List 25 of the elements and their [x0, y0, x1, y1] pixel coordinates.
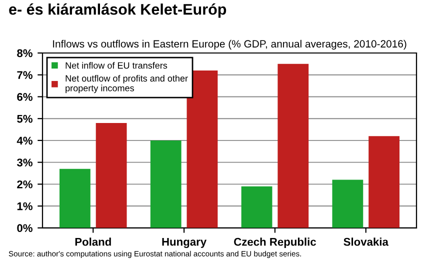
bar [332, 180, 364, 228]
y-tick-label: 3% [16, 158, 32, 166]
y-tick-label: 1% [17, 202, 32, 210]
y-tick-label: 2% [17, 180, 32, 188]
y-tick-label: 5% [17, 114, 32, 123]
x-tick-label: Hungary [162, 238, 207, 248]
legend-label: Net outflow of profits and other property incomes [66, 74, 188, 94]
y-tick-label: 4% [16, 136, 32, 145]
x-tick-label: Poland [75, 238, 111, 246]
bar [278, 64, 309, 228]
bar [241, 186, 272, 228]
bar [186, 70, 218, 228]
bar [96, 122, 127, 228]
bar [60, 168, 90, 228]
bar [368, 136, 400, 228]
y-tick-label: 6% [17, 92, 32, 101]
legend-label: Net inflow of EU transfers [66, 62, 168, 69]
y-tick-label: 8% [17, 49, 32, 58]
x-tick-label: Slovakia [344, 238, 388, 246]
chart-subtitle: Inflows vs outflows in Eastern Europe (% GDP, annual averages, 2010-2016) [53, 40, 406, 50]
y-tick-label: 0% [17, 224, 32, 232]
x-tick-label: Czech Republic [234, 238, 316, 248]
chart-title: e- és kiáramlások Kelet-Európ [9, 3, 226, 18]
y-tick-label: 7% [17, 71, 32, 79]
bar [150, 140, 182, 228]
